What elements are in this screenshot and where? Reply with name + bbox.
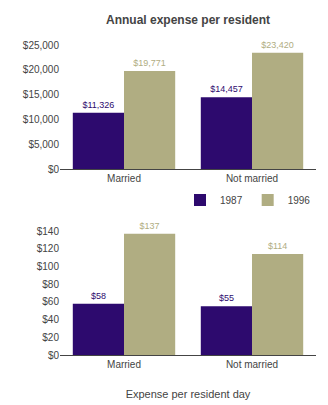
svg-text:$11,326: $11,326 bbox=[82, 100, 114, 110]
svg-text:$10,000: $10,000 bbox=[23, 114, 60, 125]
svg-text:$15,000: $15,000 bbox=[23, 89, 60, 100]
svg-text:$60: $60 bbox=[42, 296, 59, 307]
svg-text:$137: $137 bbox=[140, 221, 160, 231]
svg-text:$19,771: $19,771 bbox=[133, 58, 166, 68]
svg-text:$140: $140 bbox=[37, 226, 60, 237]
svg-text:Married: Married bbox=[107, 173, 141, 184]
svg-text:Not married: Not married bbox=[226, 173, 278, 184]
svg-text:Not married: Not married bbox=[226, 359, 278, 370]
svg-text:$120: $120 bbox=[37, 243, 60, 254]
svg-text:$58: $58 bbox=[91, 291, 106, 301]
svg-text:$5,000: $5,000 bbox=[28, 139, 59, 150]
svg-text:$0: $0 bbox=[48, 164, 60, 175]
svg-text:$55: $55 bbox=[219, 293, 234, 303]
svg-text:Annual expense per resident: Annual expense per resident bbox=[106, 13, 270, 27]
svg-text:Married: Married bbox=[107, 359, 141, 370]
svg-text:$25,000: $25,000 bbox=[23, 40, 60, 51]
svg-text:1996: 1996 bbox=[288, 195, 311, 206]
svg-text:$114: $114 bbox=[268, 241, 287, 251]
svg-text:Expense per resident day: Expense per resident day bbox=[126, 388, 251, 400]
svg-text:$23,420: $23,420 bbox=[261, 40, 294, 50]
svg-text:$40: $40 bbox=[42, 314, 59, 325]
svg-text:1987: 1987 bbox=[220, 195, 243, 206]
svg-text:$0: $0 bbox=[48, 350, 60, 361]
svg-text:$20: $20 bbox=[42, 332, 59, 343]
svg-text:$14,457: $14,457 bbox=[210, 84, 243, 94]
svg-text:$20,000: $20,000 bbox=[23, 64, 60, 75]
svg-text:$80: $80 bbox=[42, 279, 59, 290]
svg-text:$100: $100 bbox=[37, 261, 60, 272]
